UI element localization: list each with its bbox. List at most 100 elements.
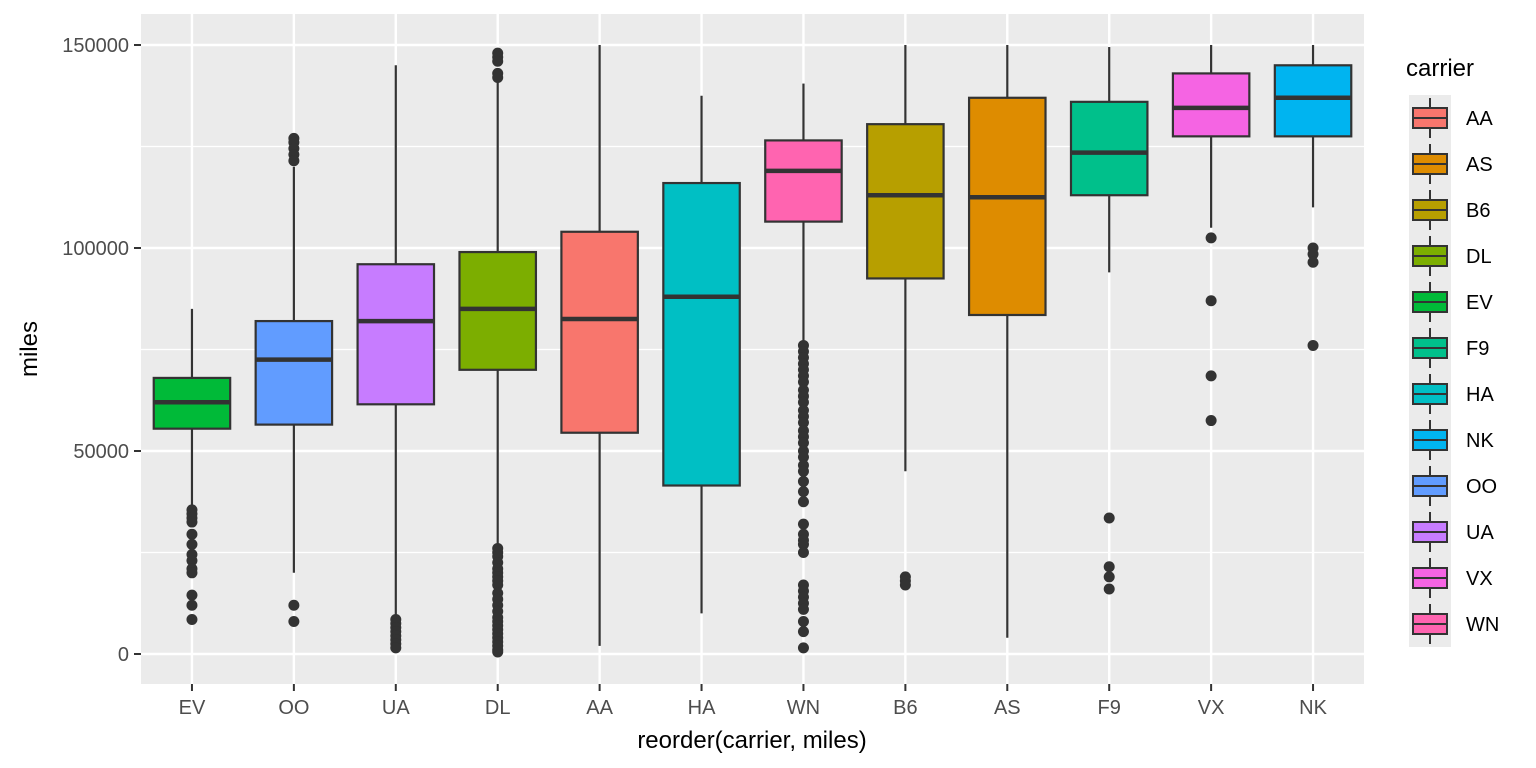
outlier-point — [1307, 339, 1319, 351]
legend-item-dl: DL — [1409, 233, 1492, 279]
outlier-point — [1205, 370, 1217, 382]
legend-item-f9: F9 — [1409, 325, 1489, 371]
legend-item-as: AS — [1409, 141, 1493, 187]
box-body — [356, 263, 436, 406]
y-tick-label: 0 — [118, 644, 129, 666]
legend-label: AS — [1466, 154, 1493, 176]
outlier-point — [797, 538, 809, 550]
box-b6 — [866, 45, 945, 591]
legend-label: F9 — [1466, 338, 1489, 360]
y-tick-label: 100000 — [62, 238, 129, 260]
outlier-point — [797, 437, 809, 449]
x-tick-label: NK — [1299, 697, 1327, 719]
x-axis-title: reorder(carrier, miles) — [637, 727, 866, 754]
outlier-point — [797, 417, 809, 429]
legend-item-ha: HA — [1409, 371, 1494, 417]
x-tick-label: OO — [278, 697, 309, 719]
outlier-point — [797, 642, 809, 654]
legend: carrier AA AS B6 DL EV F9 HA NK OO UA VX WN — [1406, 55, 1512, 647]
legend-item-vx: VX — [1409, 555, 1493, 601]
legend-item-aa: AA — [1409, 95, 1493, 141]
x-tick-label: AS — [994, 697, 1021, 719]
outlier-point — [797, 465, 809, 477]
outlier-point — [1103, 512, 1115, 524]
outlier-point — [492, 71, 504, 83]
legend-title: carrier — [1406, 55, 1474, 82]
legend-label: HA — [1466, 384, 1494, 406]
box-body — [1069, 100, 1149, 197]
y-tick-label: 150000 — [62, 35, 129, 57]
x-axis: EV OO UA DL AA HA WN B6 AS F9 VX NK — [179, 684, 1328, 719]
outlier-point — [1103, 561, 1115, 573]
outlier-point — [797, 475, 809, 487]
box-dl — [458, 47, 538, 658]
legend-label: UA — [1466, 522, 1494, 544]
x-tick-label: VX — [1198, 697, 1225, 719]
x-tick-label: F9 — [1098, 697, 1121, 719]
x-tick-label: WN — [787, 697, 820, 719]
outlier-point — [797, 496, 809, 508]
box-oo — [254, 132, 334, 628]
legend-item-oo: OO — [1409, 463, 1497, 509]
box-body — [1273, 64, 1353, 138]
outlier-point — [186, 516, 198, 528]
legend-label: B6 — [1466, 200, 1490, 222]
box-as — [967, 45, 1047, 638]
box-ev — [152, 308, 232, 625]
box-body — [1171, 72, 1251, 138]
y-tick-label: 50000 — [73, 441, 129, 463]
outlier-point — [899, 579, 911, 591]
outlier-point — [797, 603, 809, 615]
legend-label: WN — [1466, 614, 1499, 636]
outlier-point — [186, 538, 198, 550]
box-f9 — [1069, 47, 1149, 595]
outlier-point — [1307, 256, 1319, 268]
box-ha — [662, 95, 741, 614]
box-wn — [764, 83, 843, 654]
outlier-point — [797, 486, 809, 498]
outlier-point — [1205, 295, 1217, 307]
box-nk — [1273, 45, 1353, 351]
outlier-point — [797, 518, 809, 530]
y-axis-title: miles — [16, 321, 43, 377]
x-tick-label: UA — [382, 697, 410, 719]
outlier-point — [288, 155, 300, 167]
legend-label: DL — [1466, 246, 1492, 268]
outlier-point — [186, 613, 198, 625]
outlier-point — [186, 589, 198, 601]
outlier-point — [797, 396, 809, 408]
legend-label: EV — [1466, 292, 1493, 314]
outlier-point — [797, 451, 809, 463]
y-axis: 0 50000 100000 150000 — [62, 35, 141, 666]
outlier-point — [1103, 583, 1115, 595]
legend-item-b6: B6 — [1409, 187, 1490, 233]
x-tick-label: B6 — [893, 697, 917, 719]
outlier-point — [797, 626, 809, 638]
outlier-point — [186, 599, 198, 611]
legend-label: VX — [1466, 568, 1493, 590]
outlier-point — [288, 616, 300, 628]
outlier-point — [186, 528, 198, 540]
outlier-point — [1307, 248, 1319, 260]
outlier-point — [492, 55, 504, 67]
legend-item-wn: WN — [1409, 601, 1499, 647]
legend-label: NK — [1466, 430, 1494, 452]
legend-item-ev: EV — [1409, 279, 1493, 325]
outlier-point — [797, 616, 809, 628]
outlier-point — [797, 547, 809, 558]
box-body — [764, 139, 843, 223]
box-aa — [560, 45, 639, 646]
legend-label: OO — [1466, 476, 1497, 498]
legend-label: AA — [1466, 108, 1493, 130]
outlier-point — [492, 579, 504, 591]
box-body — [866, 123, 945, 280]
box-vx — [1171, 45, 1251, 427]
x-tick-label: HA — [688, 697, 716, 719]
box-body — [967, 96, 1047, 317]
x-tick-label: DL — [485, 697, 511, 719]
legend-item-ua: UA — [1409, 509, 1494, 555]
outlier-point — [1205, 415, 1217, 427]
x-tick-label: EV — [179, 697, 206, 719]
box-body — [254, 319, 334, 426]
